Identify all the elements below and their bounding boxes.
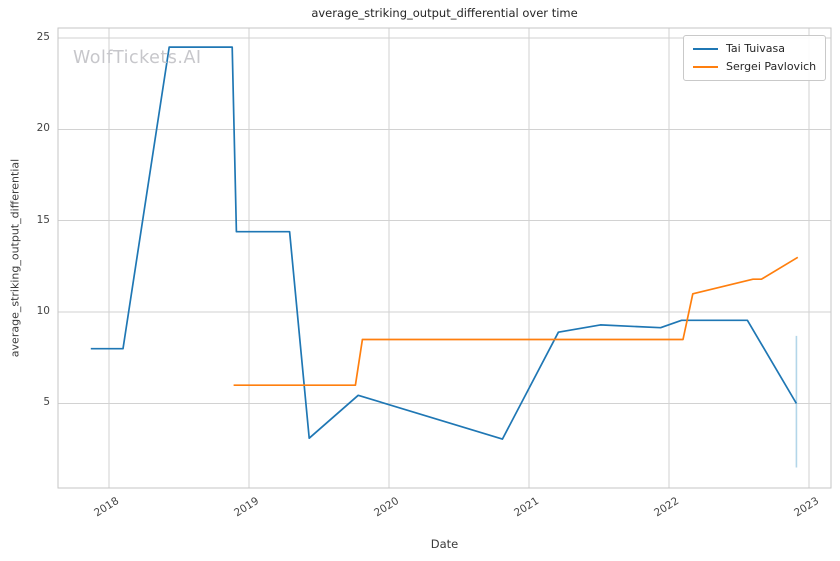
plot-border <box>57 27 832 489</box>
x-axis-label: Date <box>430 537 459 551</box>
series-line-sergei-pavlovich <box>233 256 799 387</box>
legend: Tai Tuivasa Sergei Pavlovich <box>683 35 827 81</box>
y-tick-label: 10 <box>36 305 50 318</box>
legend-label: Tai Tuivasa <box>726 42 785 55</box>
y-tick-label: 20 <box>36 122 50 135</box>
y-axis-label: average_striking_output_differential <box>8 158 22 358</box>
y-tick-label: 25 <box>36 30 50 43</box>
legend-line-swatch-blue <box>693 47 718 50</box>
y-tick-label: 5 <box>43 396 50 409</box>
series-line-tai-tuivasa <box>90 46 798 440</box>
chart-title: average_striking_output_differential ove… <box>311 6 578 20</box>
legend-item-tai-tuivasa: Tai Tuivasa <box>693 42 816 55</box>
legend-label: Sergei Pavlovich <box>726 60 817 73</box>
legend-line-swatch-orange <box>693 65 718 68</box>
legend-item-sergei-pavlovich: Sergei Pavlovich <box>693 60 816 73</box>
watermark: WolfTickets.AI <box>73 48 202 68</box>
y-tick-label: 15 <box>36 213 50 226</box>
